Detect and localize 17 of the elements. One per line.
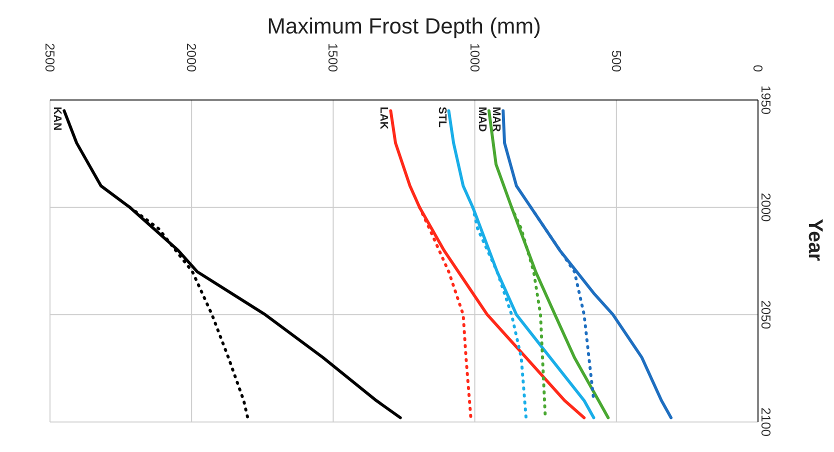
- text: STL: [436, 106, 448, 128]
- x-tick-label: 500: [608, 50, 624, 72]
- x-tick-label: 1500: [326, 43, 341, 72]
- x-tick-label: 1000: [467, 43, 482, 72]
- x-tick-label: 2500: [42, 43, 58, 72]
- text: KAN: [51, 106, 64, 131]
- text: MAD: [476, 106, 488, 132]
- y-tick-label: 2050: [758, 300, 774, 330]
- x-tick-label: 0: [750, 64, 766, 72]
- y-axis-title: Year: [804, 218, 826, 262]
- text: MAR: [490, 106, 502, 132]
- x-tick-label: 2000: [184, 43, 200, 72]
- y-tick-label: 2000: [758, 192, 774, 222]
- y-tick-label: 1950: [758, 86, 774, 114]
- y-tick-label: 2100: [758, 408, 774, 436]
- x-axis-title: Maximum Frost Depth (mm): [267, 14, 541, 39]
- text: LAK: [378, 106, 390, 130]
